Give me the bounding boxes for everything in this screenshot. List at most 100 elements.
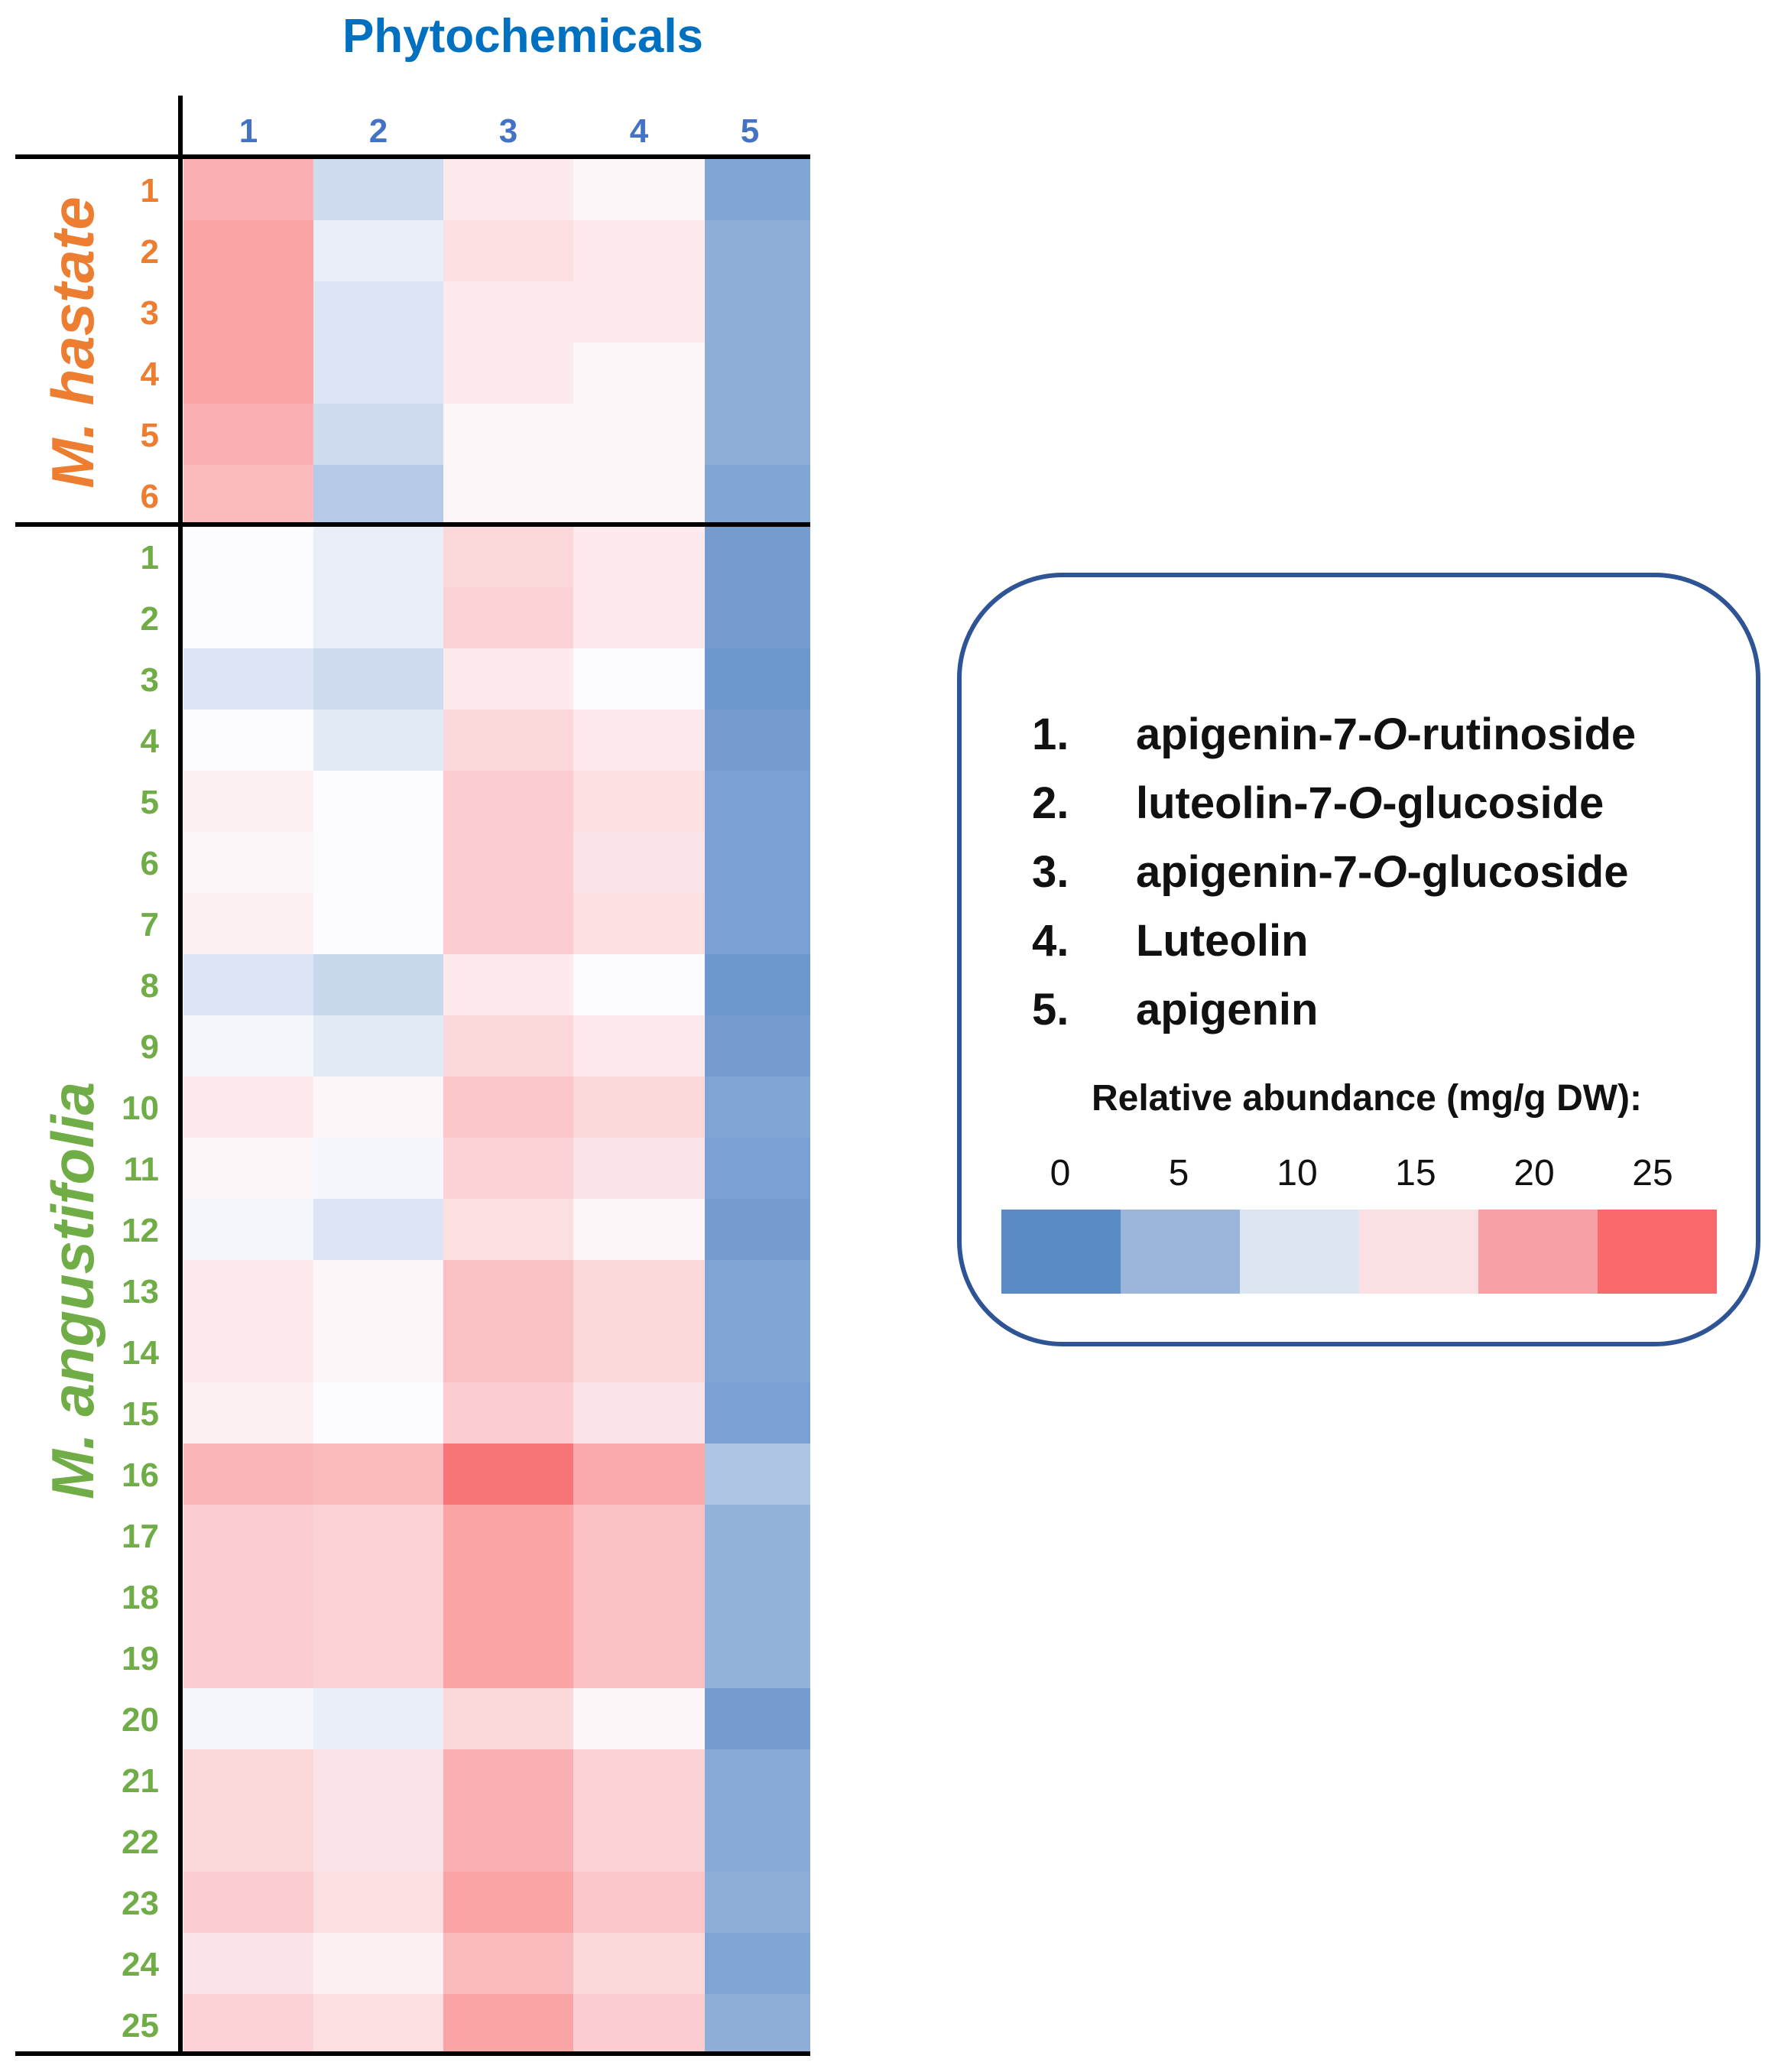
cell-g2-r21-c4: [573, 1749, 705, 1811]
legend-frame: [957, 573, 1760, 1346]
cell-g2-r5-c1: [183, 771, 313, 832]
cell-g2-r23-c4: [573, 1872, 705, 1933]
cell-g2-r24-c1: [183, 1933, 313, 1994]
cell-g2-r9-c4: [573, 1015, 705, 1077]
row-tick-g2-4: 4: [141, 723, 160, 760]
cell-g1-r5-c5: [705, 404, 810, 465]
row-tick-g2-2: 2: [141, 600, 159, 638]
cell-g1-r3-c2: [313, 281, 443, 343]
cell-g2-r18-c3: [443, 1566, 573, 1627]
cell-g2-r24-c3: [443, 1933, 573, 1994]
row-tick-g2-23: 23: [122, 1885, 159, 1922]
group-label-2: M. angustifolia: [39, 1082, 106, 1499]
chart-title: Phytochemicals: [342, 10, 703, 63]
cell-g1-r5-c2: [313, 404, 443, 465]
scale-swatch-1: [1001, 1210, 1121, 1294]
row-tick-g2-1: 1: [141, 539, 159, 576]
row-tick-g2-21: 21: [122, 1762, 159, 1800]
legend-item-name-2: luteolin-7-O-glucoside: [1136, 778, 1604, 828]
cell-g2-r4-c3: [443, 710, 573, 771]
cell-g2-r10-c5: [705, 1077, 810, 1138]
cell-g2-r5-c5: [705, 771, 810, 832]
cell-g2-r9-c2: [313, 1015, 443, 1077]
scale-swatch-3: [1240, 1210, 1359, 1294]
scale-tick-25: 25: [1632, 1153, 1673, 1194]
cell-g2-r16-c1: [183, 1444, 313, 1505]
cell-g2-r8-c5: [705, 954, 810, 1015]
cell-g2-r25-c3: [443, 1994, 573, 2055]
cell-g1-r6-c4: [573, 465, 705, 526]
row-tick-g1-1: 1: [141, 172, 159, 209]
row-tick-g2-14: 14: [122, 1334, 159, 1372]
cell-g2-r8-c3: [443, 954, 573, 1015]
cell-g2-r7-c1: [183, 893, 313, 954]
cell-g2-r15-c4: [573, 1382, 705, 1444]
cell-g2-r8-c1: [183, 954, 313, 1015]
cell-g2-r25-c5: [705, 1994, 810, 2055]
cell-g1-r1-c4: [573, 159, 705, 220]
cell-g2-r17-c3: [443, 1505, 573, 1566]
row-tick-g1-4: 4: [141, 356, 160, 393]
row-tick-g1-5: 5: [141, 417, 159, 454]
color-scale-bar: [1001, 1210, 1717, 1294]
cell-g2-r16-c2: [313, 1444, 443, 1505]
cell-g2-r20-c5: [705, 1688, 810, 1749]
scale-tick-10: 10: [1277, 1153, 1317, 1194]
column-tick-5: 5: [741, 112, 759, 150]
cell-g2-r15-c2: [313, 1382, 443, 1444]
cell-g2-r22-c5: [705, 1811, 810, 1872]
cell-g2-r13-c4: [573, 1260, 705, 1321]
cell-g2-r20-c1: [183, 1688, 313, 1749]
cell-g2-r12-c2: [313, 1199, 443, 1260]
cell-g2-r13-c3: [443, 1260, 573, 1321]
row-tick-g2-25: 25: [122, 2007, 159, 2044]
cell-g2-r6-c2: [313, 832, 443, 893]
cell-g1-r2-c2: [313, 220, 443, 281]
cell-g2-r4-c4: [573, 710, 705, 771]
cell-g2-r20-c3: [443, 1688, 573, 1749]
cell-g2-r23-c3: [443, 1872, 573, 1933]
cell-g2-r14-c5: [705, 1321, 810, 1382]
legend-item-number-3: 3.: [1032, 847, 1069, 897]
row-tick-g2-20: 20: [122, 1701, 159, 1739]
cell-g2-r7-c2: [313, 893, 443, 954]
cell-g2-r3-c4: [573, 648, 705, 710]
cell-g2-r20-c2: [313, 1688, 443, 1749]
cell-g2-r23-c2: [313, 1872, 443, 1933]
cell-g2-r1-c2: [313, 526, 443, 587]
cell-g2-r5-c2: [313, 771, 443, 832]
row-tick-g2-11: 11: [123, 1151, 159, 1188]
scale-swatch-2: [1121, 1210, 1240, 1294]
legend-items: 1. apigenin-7-O-rutinoside 2. luteolin-7-O-…: [1032, 710, 1636, 1034]
row-tick-g2-9: 9: [141, 1028, 159, 1066]
cell-g2-r12-c5: [705, 1199, 810, 1260]
cell-g2-r22-c3: [443, 1811, 573, 1872]
cell-g2-r3-c1: [183, 648, 313, 710]
cell-g1-r1-c1: [183, 159, 313, 220]
row-tick-g1-3: 3: [141, 294, 159, 332]
cell-g2-r8-c2: [313, 954, 443, 1015]
row-tick-g2-18: 18: [122, 1579, 159, 1616]
row-tick-g2-12: 12: [122, 1212, 159, 1249]
cell-g1-r4-c4: [573, 343, 705, 404]
cell-g2-r21-c1: [183, 1749, 313, 1811]
legend-item-name-5: apigenin: [1136, 985, 1318, 1034]
cell-g1-r1-c3: [443, 159, 573, 220]
cell-g2-r14-c2: [313, 1321, 443, 1382]
cell-g1-r4-c3: [443, 343, 573, 404]
cell-g1-r3-c5: [705, 281, 810, 343]
cell-g2-r10-c2: [313, 1077, 443, 1138]
cell-g1-r4-c5: [705, 343, 810, 404]
legend-panel: 1. apigenin-7-O-rutinoside 2. luteolin-7-O-…: [957, 573, 1760, 1346]
cell-g2-r17-c5: [705, 1505, 810, 1566]
cell-g2-r16-c3: [443, 1444, 573, 1505]
cell-g2-r15-c1: [183, 1382, 313, 1444]
cell-g2-r12-c3: [443, 1199, 573, 1260]
cell-g2-r6-c4: [573, 832, 705, 893]
cell-g2-r18-c2: [313, 1566, 443, 1627]
cell-g1-r6-c5: [705, 465, 810, 526]
scale-tick-20: 20: [1514, 1153, 1554, 1194]
row-tick-g1-2: 2: [141, 233, 159, 271]
cell-g2-r16-c4: [573, 1444, 705, 1505]
cell-g1-r2-c1: [183, 220, 313, 281]
